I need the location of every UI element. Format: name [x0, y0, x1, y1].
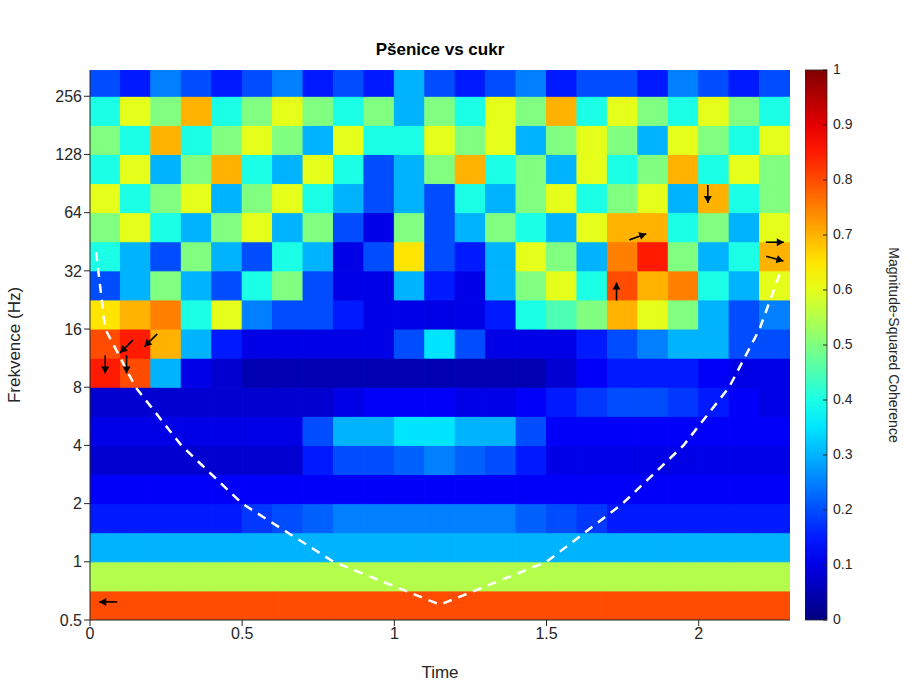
- svg-text:0.2: 0.2: [833, 501, 853, 517]
- svg-text:0.9: 0.9: [833, 116, 853, 132]
- svg-text:Magnitude-Squared Coherence: Magnitude-Squared Coherence: [886, 247, 902, 443]
- svg-text:16: 16: [64, 321, 82, 338]
- svg-text:1.5: 1.5: [535, 625, 557, 642]
- svg-text:0.1: 0.1: [833, 556, 853, 572]
- svg-text:Frekvence (Hz): Frekvence (Hz): [5, 287, 24, 403]
- svg-text:0.8: 0.8: [833, 171, 853, 187]
- svg-text:256: 256: [55, 88, 82, 105]
- svg-text:0.5: 0.5: [60, 612, 82, 629]
- html-text:Pšenice vs cukr: Pšenice vs cukr: [375, 40, 505, 59]
- svg-text:8: 8: [73, 379, 82, 396]
- svg-text:0: 0: [86, 625, 95, 642]
- svg-text:2: 2: [73, 495, 82, 512]
- svg-text:0.4: 0.4: [833, 391, 853, 407]
- svg-text:0.5: 0.5: [231, 625, 253, 642]
- svg-text:1: 1: [73, 553, 82, 570]
- svg-text:1: 1: [833, 61, 841, 77]
- svg-text:32: 32: [64, 263, 82, 280]
- svg-text:0.3: 0.3: [833, 446, 853, 462]
- svg-text:2: 2: [694, 625, 703, 642]
- svg-text:64: 64: [64, 204, 82, 221]
- svg-text:0.6: 0.6: [833, 281, 853, 297]
- svg-text:Time: Time: [421, 663, 458, 682]
- svg-text:0: 0: [833, 611, 841, 627]
- svg-text:0.7: 0.7: [833, 226, 853, 242]
- svg-text:0.5: 0.5: [833, 336, 853, 352]
- svg-text:4: 4: [73, 437, 82, 454]
- svg-text:128: 128: [55, 146, 82, 163]
- svg-text:1: 1: [390, 625, 399, 642]
